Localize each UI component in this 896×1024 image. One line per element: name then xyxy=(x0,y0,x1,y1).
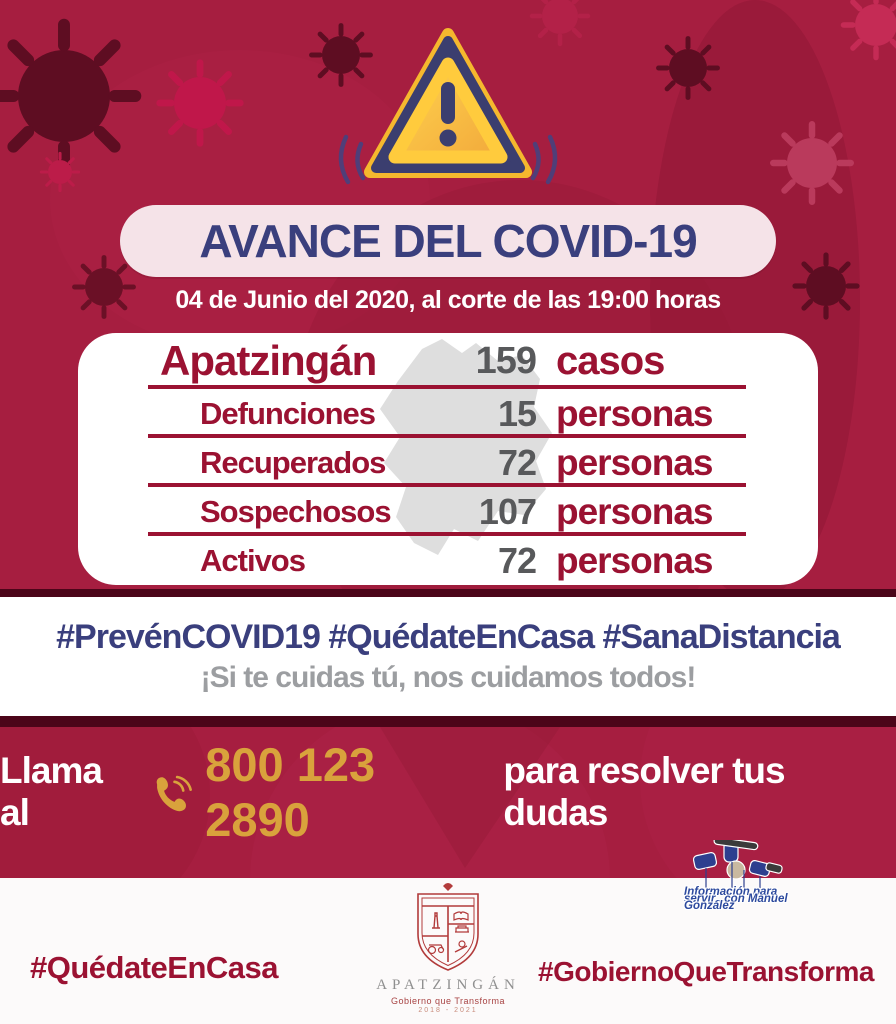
coronavirus-icon xyxy=(659,39,718,98)
stat-value: 15 xyxy=(497,392,537,434)
stat-unit: personas xyxy=(556,539,714,581)
hashtag-band: #PrevénCOVID19 #QuédateEnCasa #SanaDista… xyxy=(0,597,896,716)
caption-line: ¡Si te cuidas tú, nos cuidamos todos! xyxy=(200,661,697,694)
stat-row: Defunciones 15 personas xyxy=(78,389,818,438)
stat-row: Sospechosos 107 personas xyxy=(78,487,818,536)
crest-years: 2018 - 2021 xyxy=(418,1007,478,1014)
stat-value: 72 xyxy=(497,539,537,581)
petal-shape xyxy=(380,727,560,868)
stat-label: Sospechosos xyxy=(200,493,392,529)
phone-number: 800 123 2890 xyxy=(205,738,376,846)
stat-unit: personas xyxy=(556,490,714,532)
footer-hashtag-left: #QuédateEnCasa xyxy=(30,950,279,985)
stat-row: Recuperados 72 personas xyxy=(78,438,818,487)
stat-value: 72 xyxy=(497,441,537,483)
stat-label: Recuperados xyxy=(200,444,386,480)
stat-value: 107 xyxy=(478,490,537,532)
stats-rows: Apatzingán 159 casos Defunciones 15 pers… xyxy=(78,333,818,585)
hands-holding-tools-logo: Información para servir...con Manuel Gon… xyxy=(684,840,814,913)
stat-label: Defunciones xyxy=(200,395,376,431)
divider-strip-top xyxy=(0,589,896,597)
title-pill: AVANCE DEL COVID-19 xyxy=(120,205,776,277)
warning-triangle-icon xyxy=(330,24,566,200)
hashtag-line: #PrevénCOVID19 #QuédateEnCasa #SanaDista… xyxy=(56,618,841,656)
crest-motto: Gobierno que Transforma xyxy=(390,996,506,1006)
stat-row: Activos 72 personas xyxy=(78,536,818,585)
phone-receiver-icon xyxy=(157,775,193,812)
date-line: 04 de Junio del 2020, al corte de las 19… xyxy=(175,286,721,314)
crest-name: APATZINGÁN xyxy=(376,977,520,993)
crest-shield-icon xyxy=(417,883,479,971)
watermark-text-line: Información para xyxy=(684,886,778,898)
footer: #QuédateEnCasa xyxy=(0,878,896,1024)
divider-strip-bottom xyxy=(0,716,896,727)
michoacan-map-silhouette xyxy=(380,339,552,555)
stat-unit: personas xyxy=(556,392,714,434)
stat-unit: casos xyxy=(556,338,665,383)
stat-value: 159 xyxy=(475,339,537,382)
stat-label: Apatzingán xyxy=(160,337,377,384)
watermark-text-line: servir...con Manuel xyxy=(684,893,788,905)
stat-row: Apatzingán 159 casos xyxy=(78,333,818,389)
apatzingan-crest: APATZINGÁN Gobierno que Transforma 2018 … xyxy=(348,882,548,1014)
phone-banner: Llama al 800 123 2890 para resolver tus … xyxy=(0,738,896,846)
watermark-text-line: González xyxy=(684,900,735,912)
stats-card: Apatzingán 159 casos Defunciones 15 pers… xyxy=(78,333,818,585)
footer-hashtag-right: #GobiernoQueTransforma xyxy=(538,956,874,987)
petal-shape xyxy=(0,665,210,925)
stat-unit: personas xyxy=(556,441,714,483)
coronavirus-icon xyxy=(39,151,81,193)
coronavirus-icon xyxy=(0,25,135,168)
phone-prefix: Llama al xyxy=(0,750,103,833)
coronavirus-icon xyxy=(160,63,241,144)
phone-suffix: para resolver tus dudas xyxy=(503,750,785,833)
coronavirus-icon xyxy=(773,124,851,202)
stat-label: Activos xyxy=(200,542,306,578)
page-title: AVANCE DEL COVID-19 xyxy=(199,215,697,267)
coronavirus-icon xyxy=(843,0,896,58)
